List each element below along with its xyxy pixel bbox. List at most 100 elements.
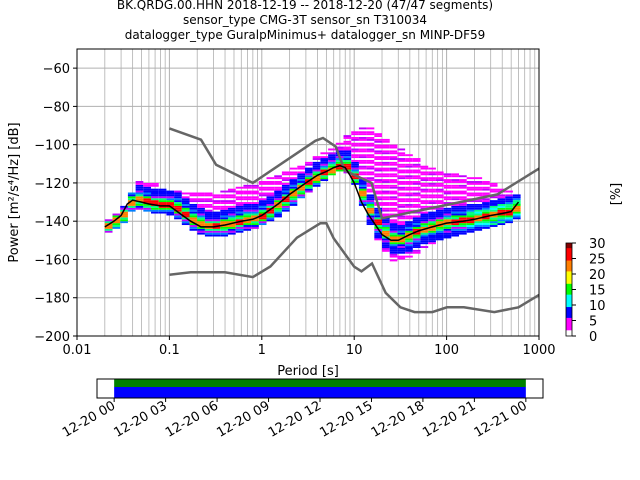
- heatmap-cell: [189, 211, 198, 214]
- heatmap-cell: [258, 211, 267, 214]
- heatmap-cell: [497, 211, 506, 214]
- heatmap-cell: [459, 203, 467, 206]
- heatmap-cell: [474, 215, 483, 218]
- heatmap-cell: [320, 163, 329, 166]
- heatmap-cell: [505, 219, 513, 222]
- heatmap-cell: [281, 171, 290, 174]
- heatmap-cell: [397, 165, 406, 168]
- heatmap-cell: [320, 179, 329, 182]
- heatmap-cell: [435, 171, 444, 174]
- heatmap-cell: [358, 165, 367, 168]
- heatmap-cell: [428, 221, 436, 224]
- heatmap-cell: [289, 173, 298, 176]
- heatmap-cell: [420, 196, 429, 199]
- heatmap-cell: [382, 203, 390, 206]
- heatmap-cell: [497, 207, 506, 210]
- heatmap-cell: [474, 211, 483, 214]
- heatmap-cell: [274, 194, 282, 197]
- heatmap-cell: [497, 203, 506, 206]
- heatmap-cell: [312, 173, 321, 176]
- heatmap-cell: [266, 202, 275, 204]
- heatmap-cell: [281, 182, 290, 185]
- heatmap-cell: [428, 211, 436, 214]
- heatmap-cell: [389, 203, 398, 206]
- heatmap-cell: [474, 186, 483, 189]
- heatmap-cell: [443, 236, 452, 239]
- heatmap-cell: [243, 205, 252, 208]
- heatmap-cell: [497, 198, 506, 201]
- heatmap-cell: [274, 175, 282, 178]
- heatmap-cell: [374, 234, 383, 237]
- heatmap-cell: [505, 205, 513, 208]
- heatmap-cell: [374, 219, 383, 222]
- heatmap-cell: [189, 219, 198, 222]
- heatmap-cell: [181, 192, 190, 195]
- heatmap-cell: [351, 144, 359, 147]
- heatmap-cell: [420, 188, 429, 191]
- heatmap-cell: [389, 238, 398, 241]
- heatmap-cell: [412, 240, 421, 243]
- heatmap-cell: [505, 194, 513, 197]
- heatmap-cell: [181, 209, 190, 212]
- heatmap-cell: [382, 146, 390, 149]
- heatmap-cell: [382, 246, 390, 248]
- heatmap-cell: [351, 131, 359, 134]
- heatmap-cell: [151, 198, 159, 201]
- noise-model-nlnm: [169, 222, 540, 314]
- heatmap-cell: [220, 209, 229, 212]
- heatmap-cell: [228, 200, 236, 203]
- heatmap-cell: [405, 240, 413, 243]
- heatmap-cell: [281, 192, 290, 195]
- heatmap-cell: [189, 217, 198, 220]
- heatmap-cell: [351, 167, 359, 170]
- heatmap-cell: [212, 234, 221, 237]
- heatmap-cell: [412, 221, 421, 224]
- heatmap-cell: [374, 163, 383, 166]
- heatmap-cell: [451, 207, 460, 210]
- heatmap-cell: [220, 200, 229, 203]
- heatmap-cell: [228, 211, 236, 214]
- heatmap-cell: [374, 135, 383, 138]
- heatmap-cell: [251, 184, 259, 187]
- heatmap-cell: [466, 213, 475, 216]
- heatmap-cell: [143, 198, 152, 201]
- heatmap-cell: [127, 202, 136, 204]
- heatmap-cell: [297, 196, 306, 199]
- heatmap-cell: [251, 209, 259, 212]
- heatmap-cell: [428, 190, 436, 193]
- heatmap-cell: [489, 221, 498, 224]
- heatmap-cell: [197, 221, 205, 224]
- heatmap-cell: [289, 203, 298, 206]
- heatmap-cell: [212, 202, 221, 204]
- y-tick-label: −180: [34, 292, 70, 307]
- heatmap-cell: [428, 236, 436, 239]
- heatmap-cell: [366, 150, 375, 153]
- title-line-1: BK.QRDG.00.HHN 2018-12-19 -- 2018-12-20 …: [116, 0, 494, 12]
- heatmap-cell: [120, 211, 128, 214]
- heatmap-cell: [358, 127, 367, 130]
- heatmap-cell: [251, 196, 259, 199]
- heatmap-cell: [420, 246, 429, 248]
- colorbar-segment: [566, 298, 572, 301]
- heatmap-cell: [397, 223, 406, 226]
- heatmap-cell: [366, 148, 375, 151]
- heatmap-cell: [420, 184, 429, 187]
- colorbar-segment: [566, 308, 572, 311]
- heatmap-cell: [220, 205, 229, 208]
- heatmap-cell: [374, 198, 383, 201]
- heatmap-cell: [135, 181, 144, 183]
- heatmap-cell: [382, 232, 390, 235]
- heatmap-cell: [382, 249, 390, 252]
- heatmap-cell: [358, 161, 367, 164]
- heatmap-cell: [405, 203, 413, 206]
- heatmap-cell: [258, 209, 267, 212]
- heatmap-cell: [366, 131, 375, 134]
- heatmap-cell: [451, 198, 460, 201]
- heatmap-cell: [374, 213, 383, 216]
- heatmap-cell: [382, 138, 390, 141]
- heatmap-cell: [104, 230, 113, 233]
- heatmap-cell: [374, 161, 383, 164]
- heatmap-cell: [258, 182, 267, 185]
- heatmap-cell: [366, 167, 375, 170]
- heatmap-cell: [420, 211, 429, 214]
